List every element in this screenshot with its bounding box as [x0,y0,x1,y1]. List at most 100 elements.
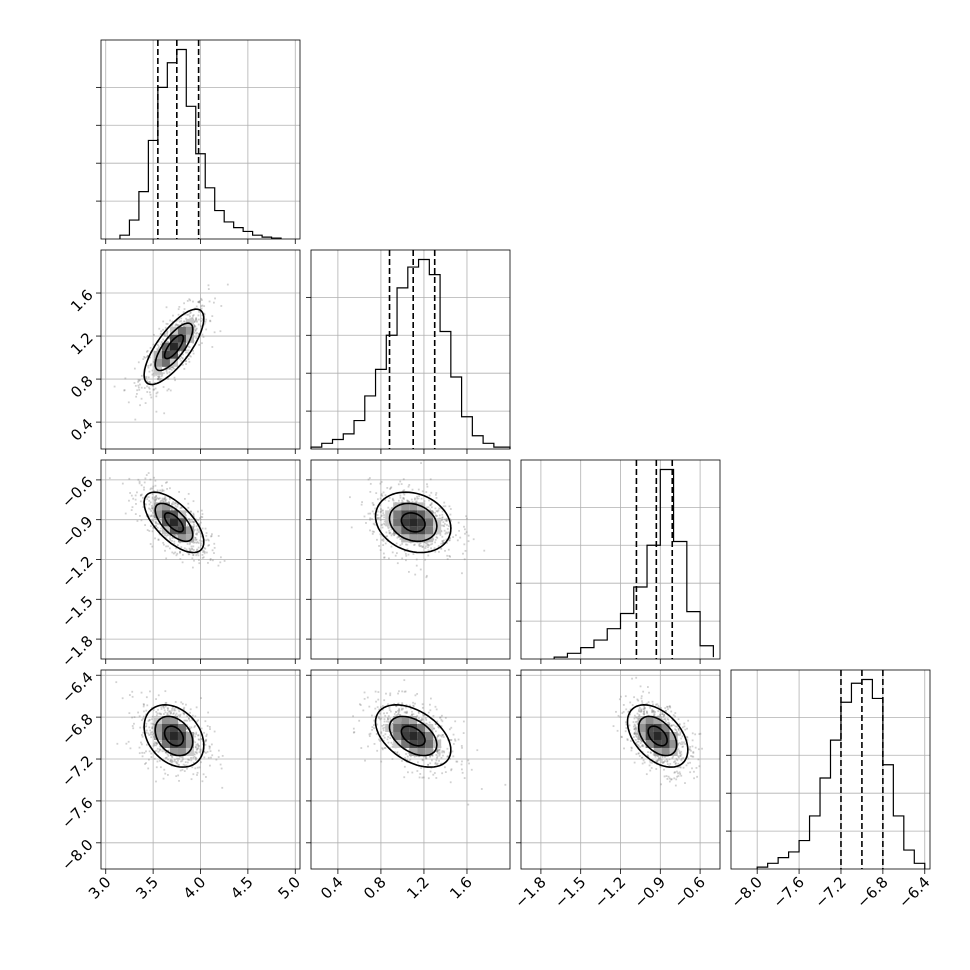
scatter-point [124,377,127,380]
scatter-point [151,725,154,728]
scatter-point [132,497,135,500]
density-cell [393,526,402,535]
scatter-point [426,506,428,509]
scatter-point [203,547,206,549]
scatter-point [193,753,196,756]
scatter-point [187,313,190,316]
scatter-point [162,777,165,780]
scatter-point [123,389,126,392]
scatter-point [431,542,434,545]
scatter-point [397,713,400,716]
scatter-point [666,705,668,708]
scatter-point [146,356,148,358]
scatter-point [449,518,451,521]
scatter-point [426,485,429,488]
scatter-point [437,725,440,728]
scatter-point [175,712,178,715]
scatter-point [199,748,202,751]
scatter-point [165,751,168,754]
scatter-point [368,477,371,479]
scatter-point [381,539,384,541]
scatter-point [149,508,152,511]
scatter-point [420,462,422,464]
scatter-point [186,543,189,545]
scatter-point [620,735,623,738]
density-cell [401,526,410,535]
scatter-point [173,708,176,710]
scatter-point [384,747,387,749]
scatter-point [131,506,134,509]
scatter-point [476,749,479,752]
scatter-point [172,367,175,370]
scatter-point [633,714,636,717]
scatter-point [200,535,203,538]
scatter-point [389,692,392,695]
scatter-point [399,496,402,499]
scatter-point [425,574,428,577]
scatter-point [175,761,178,763]
scatter-point [651,758,654,761]
scatter-point [172,503,175,506]
scatter-point [204,547,207,550]
scatter-point [383,747,386,750]
scatter-point [631,704,634,707]
scatter-point [162,328,164,331]
scatter-point [440,530,443,533]
scatter-point [197,719,200,722]
scatter-point [184,313,186,316]
scatter-point [196,771,199,774]
scatter-point [411,713,413,716]
x-tick-label-2-4: −0.6 [670,873,708,911]
scatter-point [468,762,470,765]
scatter-point [629,713,632,716]
scatter-point [680,753,683,756]
scatter-point [399,544,402,547]
scatter-point [430,506,433,509]
scatter-point [694,746,697,749]
scatter-point [391,498,394,501]
scatter-point [389,488,392,490]
scatter-point [425,545,427,548]
scatter-point [142,705,145,708]
scatter-point [186,299,189,302]
scatter-point [446,541,448,544]
scatter-point [359,704,362,706]
scatter-point [698,765,701,768]
scatter-point [387,741,390,744]
scatter-point [483,549,486,552]
scatter-point [671,719,674,722]
scatter-point [638,708,640,711]
scatter-point [390,731,393,734]
scatter-point [161,484,163,487]
scatter-point [133,382,136,384]
scatter-point [158,497,161,500]
scatter-point [441,535,444,538]
scatter-point [465,515,468,518]
scatter-point [427,763,430,766]
density-cell [417,723,426,732]
scatter-point [431,759,433,762]
scatter-point [633,728,636,731]
scatter-point [390,528,393,531]
scatter-point [426,542,429,545]
scatter-point [353,731,356,734]
scatter-point [152,732,155,735]
scatter-point [177,313,180,316]
scatter-point [441,750,444,752]
scatter-point [163,498,166,501]
scatter-point [649,706,652,709]
scatter-point [148,380,151,383]
scatter-point [157,378,159,380]
scatter-point [169,537,171,540]
scatter-point [182,311,185,314]
scatter-point [195,318,198,321]
scatter-point [383,712,385,715]
scatter-point [183,547,186,550]
scatter-point [188,726,191,729]
scatter-point [642,712,645,715]
scatter-point [426,544,429,546]
scatter-point [191,547,193,550]
scatter-point [145,762,147,764]
scatter-point [199,748,202,751]
scatter-point [173,376,176,379]
